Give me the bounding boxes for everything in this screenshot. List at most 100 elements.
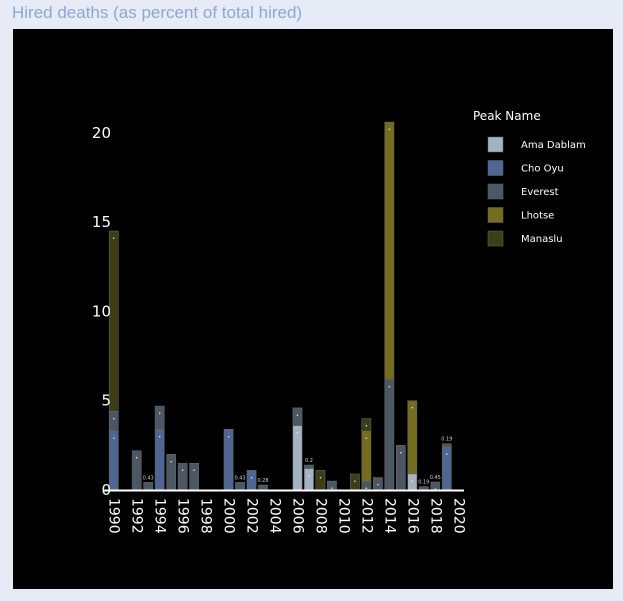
bar-segment-2019-everest[interactable] xyxy=(441,443,452,448)
bar-2013[interactable]: • xyxy=(373,477,383,491)
segment-label: • xyxy=(376,483,379,489)
bar-segment-2014-lhotse[interactable] xyxy=(384,121,395,380)
legend-item-lhotse[interactable]: Lhotse xyxy=(487,207,554,223)
segment-label: • xyxy=(399,450,402,456)
segment-label: • xyxy=(296,431,299,437)
bar-segment-2003-everest[interactable] xyxy=(258,484,268,491)
bar-1993[interactable]: 0.43 xyxy=(143,475,154,491)
segment-label: • xyxy=(353,479,356,485)
segment-label: • xyxy=(411,406,414,412)
segment-label: • xyxy=(388,127,391,133)
bar-segment-2016-lhotse[interactable] xyxy=(407,400,418,475)
x-tick-label: 2002 xyxy=(244,498,260,534)
legend: Peak Name Ama Dablam Cho Oyu Everest Lhotse M… xyxy=(473,109,586,247)
segment-label: • xyxy=(445,452,448,458)
segment-label: • xyxy=(250,475,253,481)
bar-2006[interactable]: •• xyxy=(292,407,303,491)
legend-swatch xyxy=(487,136,504,153)
bar-2012[interactable]: • • • xyxy=(361,418,372,493)
x-tick-label: 2008 xyxy=(312,498,328,534)
bar-segment-2014-everest[interactable] xyxy=(384,379,395,491)
bar-1990[interactable]: • • • xyxy=(108,230,119,491)
data-label: 0.28 xyxy=(257,478,268,484)
bar-2001[interactable]: 0.43 xyxy=(234,475,246,491)
legend-item-manaslu[interactable]: Manaslu xyxy=(487,230,563,247)
x-tick-label: 2012 xyxy=(358,498,374,534)
legend-label: Lhotse xyxy=(521,211,554,222)
x-tick-label: 1994 xyxy=(152,498,168,534)
x-tick-label: 1998 xyxy=(198,498,214,534)
segment-label: • xyxy=(170,459,173,465)
bar-2019[interactable]: • 0.19 xyxy=(441,437,452,491)
legend-swatch xyxy=(487,207,504,223)
axis-layer: 0 5 10 15 20 1990 1992 1994 1996 1998 2000 2002 2004… xyxy=(92,124,466,534)
segment-label: • xyxy=(365,436,368,442)
stacked-bar-chart: ••••0.43•••• ••0.43 • 0.28•••0.2•••••••••••… xyxy=(92,109,586,534)
bar-segment-2001-everest[interactable] xyxy=(235,482,245,491)
legend-item-ama-dablam[interactable]: Ama Dablam xyxy=(487,136,586,153)
data-label: 0.43 xyxy=(234,475,245,481)
y-tick-label: 10 xyxy=(92,302,111,320)
bar-2003[interactable]: 0.28 xyxy=(257,478,269,491)
y-tick-label: 20 xyxy=(92,124,111,142)
legend-swatch xyxy=(487,183,504,200)
x-tick-label: 2016 xyxy=(404,498,420,534)
bar-segment-2012-manaslu[interactable] xyxy=(361,418,372,432)
segment-label: • xyxy=(307,474,310,480)
segment-label: • xyxy=(112,236,115,242)
bar-2011[interactable]: • xyxy=(350,473,360,491)
x-tick-label: 2014 xyxy=(381,498,397,534)
bar-1995[interactable]: • xyxy=(166,454,177,491)
x-tick-label: 1990 xyxy=(106,498,122,534)
legend-swatch xyxy=(487,230,504,247)
bar-segment-2007-everest[interactable] xyxy=(304,464,314,469)
segment-label: • xyxy=(227,434,230,440)
segment-label: • xyxy=(319,475,322,481)
bars-layer: ••••0.43•••• ••0.43 • 0.28•••0.2•••••••••••… xyxy=(108,121,452,493)
segment-label: • xyxy=(158,411,161,417)
x-tick-label: 2018 xyxy=(427,498,443,534)
bar-segment-1990-manaslu[interactable] xyxy=(108,230,119,412)
bar-2014[interactable]: •• xyxy=(384,121,395,491)
segment-label: • xyxy=(365,424,368,430)
legend-item-cho-oyu[interactable]: Cho Oyu xyxy=(487,160,564,176)
bar-2002[interactable]: • xyxy=(246,470,257,491)
segment-label: • xyxy=(181,468,184,474)
bar-segment-1993-everest[interactable] xyxy=(143,482,154,491)
bar-2008[interactable]: • xyxy=(315,470,326,491)
data-label: 0.43 xyxy=(143,475,154,481)
legend-label: Ama Dablam xyxy=(521,140,586,151)
y-tick-label: 0 xyxy=(101,481,111,499)
legend-label: Everest xyxy=(521,187,559,198)
bar-1994[interactable]: •• xyxy=(154,405,165,491)
bar-2007[interactable]: • 0.2 xyxy=(304,458,314,491)
segment-label: • xyxy=(135,456,138,462)
data-label: 0.19 xyxy=(441,437,452,443)
legend-swatch xyxy=(487,160,504,176)
segment-label: • xyxy=(330,486,333,492)
bar-segment-1994-everest[interactable] xyxy=(154,405,165,430)
x-tick-label: 1996 xyxy=(175,498,191,534)
legend-label: Cho Oyu xyxy=(521,164,564,175)
y-tick-label: 15 xyxy=(92,213,111,231)
x-tick-label: 2004 xyxy=(267,498,283,534)
bar-1992[interactable]: • xyxy=(131,450,142,491)
legend-item-everest[interactable]: Everest xyxy=(487,183,559,200)
x-tick-label: 2000 xyxy=(221,498,237,534)
bar-1996[interactable]: • xyxy=(177,462,188,491)
bar-2015[interactable]: • xyxy=(396,445,406,491)
bar-segment-2017-everest[interactable] xyxy=(418,486,429,491)
bar-segment-2006-everest[interactable] xyxy=(292,407,303,426)
x-tick-label: 2010 xyxy=(335,498,351,534)
bar-2000[interactable]: • xyxy=(223,429,234,491)
segment-label: • xyxy=(158,434,161,440)
segment-label: • xyxy=(365,486,368,492)
segment-label: • xyxy=(193,468,196,474)
bar-1997[interactable]: • xyxy=(189,462,199,491)
bar-2017[interactable]: 0.19 xyxy=(418,480,429,491)
data-label: 0.19 xyxy=(418,480,429,486)
chart-panel: • • • • 0.43 • • • • • • 0.43 • 0.28 • • • 0.2 • • • • • • • • • • •… xyxy=(13,29,613,589)
segment-label: • xyxy=(112,436,115,442)
legend-title: Peak Name xyxy=(473,109,541,123)
bar-2016[interactable]: •• xyxy=(407,400,418,491)
